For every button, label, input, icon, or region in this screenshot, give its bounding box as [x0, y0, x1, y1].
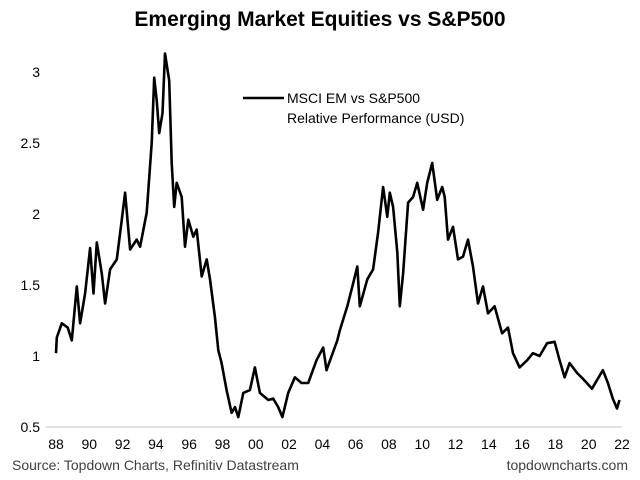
y-tick-label: 2.5	[21, 135, 41, 151]
x-tick-label: 14	[481, 436, 497, 452]
x-tick-label: 10	[414, 436, 430, 452]
y-tick-label: 1.5	[21, 277, 41, 293]
y-tick-label: 0.5	[21, 419, 41, 435]
series-line-msci-em-vs-sp500	[54, 52, 621, 419]
x-tick-label: 02	[281, 436, 297, 452]
x-tick-label: 90	[82, 436, 98, 452]
y-tick-label: 3	[32, 64, 40, 80]
legend-label: MSCI EM vs S&P500	[287, 90, 420, 106]
x-tick-label: 18	[548, 436, 564, 452]
x-tick-label: 08	[381, 436, 397, 452]
x-tick-label: 88	[48, 436, 64, 452]
x-tick-label: 22	[614, 436, 630, 452]
x-tick-label: 94	[148, 436, 164, 452]
y-tick-label: 2	[32, 206, 40, 222]
site-credit: topdowncharts.com	[506, 457, 628, 473]
legend-label-line2: Relative Performance (USD)	[287, 110, 464, 126]
source-note: Source: Topdown Charts, Refinitiv Datast…	[12, 457, 299, 473]
chart-title: Emerging Market Equities vs S&P500	[134, 8, 506, 31]
x-tick-label: 12	[448, 436, 464, 452]
x-tick-label: 00	[248, 436, 264, 452]
x-tick-label: 04	[315, 436, 331, 452]
y-tick-label: 1	[32, 348, 40, 364]
x-tick-label: 96	[181, 436, 197, 452]
x-tick-label: 06	[348, 436, 364, 452]
x-tick-label: 98	[215, 436, 231, 452]
x-tick-label: 92	[115, 436, 131, 452]
x-tick-label: 16	[514, 436, 530, 452]
x-tick-label: 20	[581, 436, 597, 452]
